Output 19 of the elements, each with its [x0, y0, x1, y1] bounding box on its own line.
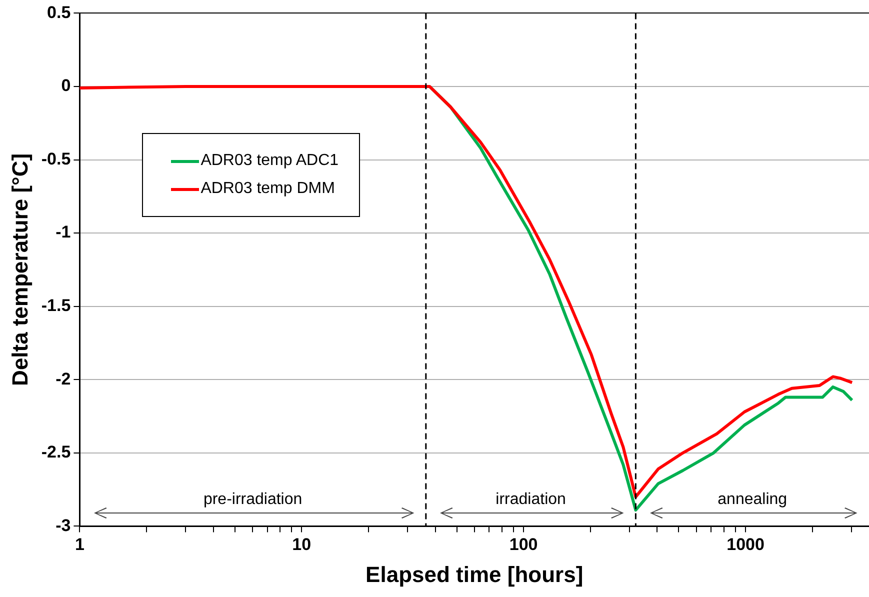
y-tick-label: -2 — [56, 369, 71, 388]
x-tick-label: 1000 — [726, 535, 764, 554]
y-axis-title: Delta temperature [°C] — [7, 153, 32, 386]
annotation: pre-irradiation — [203, 491, 302, 510]
y-tick-label: -1.5 — [41, 296, 71, 316]
y-tick-label: -0.5 — [41, 149, 71, 168]
x-tick-label: 100 — [509, 535, 538, 554]
annotation: irradiation — [496, 491, 566, 510]
y-tick-label: 0.5 — [47, 2, 71, 22]
x-tick-label: 1 — [74, 535, 84, 554]
y-tick-label: 0 — [61, 76, 71, 96]
legend-label: ADR03 temp DMM — [200, 180, 335, 198]
x-tick-label: 10 — [292, 535, 312, 554]
x-axis-title: Elapsed time [hours] — [366, 562, 584, 587]
y-tick-label: -2.5 — [41, 442, 71, 462]
y-tick-label: -1 — [56, 222, 71, 242]
y-tick-label: -3 — [56, 516, 71, 535]
annotation: annealing — [718, 491, 788, 510]
legend-label: ADR03 temp ADC1 — [200, 152, 339, 170]
